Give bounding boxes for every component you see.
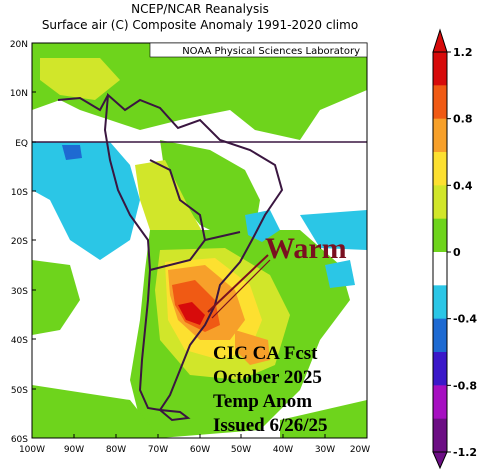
lat-label-20s: 20S — [11, 237, 28, 247]
lon-label-20w: 20W — [350, 445, 370, 455]
colorbar-tick-label: -0.4 — [453, 313, 477, 326]
lat-label-20n: 20N — [10, 40, 28, 50]
lat-label-10n: 10N — [10, 89, 28, 99]
colorbar-segment — [433, 152, 447, 186]
colorbar-tick-label: -0.8 — [453, 379, 477, 392]
colorbar-segment — [433, 118, 447, 153]
colorbar-segment — [433, 418, 447, 453]
lon-label-40w: 40W — [273, 445, 293, 455]
colorbar-tick-label: 0 — [453, 246, 461, 259]
tick-marks — [32, 91, 326, 438]
colorbar-segment — [433, 318, 447, 353]
chart-title: NCEP/NCAR Reanalysis — [131, 2, 269, 16]
lon-label-80w: 80W — [106, 445, 126, 455]
lon-label-50w: 50W — [231, 445, 251, 455]
colorbar-min-arrow — [432, 451, 448, 470]
lon-label-30w: 30W — [315, 445, 335, 455]
coastlines — [57, 92, 284, 422]
warm-pointer-arrow-1 — [207, 254, 269, 313]
lon-label-70w: 70W — [148, 445, 168, 455]
warm-label: Warm — [265, 232, 347, 265]
lon-label-90w: 90W — [64, 445, 84, 455]
lat-label-50s: 50S — [11, 386, 28, 396]
colorbar-segment — [433, 252, 447, 286]
lat-label-eq: EQ — [15, 139, 28, 149]
colorbar-segment — [433, 218, 447, 253]
colorbar-max-arrow — [432, 28, 448, 53]
colorbar-segment — [433, 85, 447, 120]
colorbar-segment — [433, 352, 447, 386]
colorbar-segment — [433, 185, 447, 220]
colorbar-tick-label: 0.8 — [453, 113, 473, 126]
colorbar-segment — [433, 385, 447, 420]
lon-label-100w: 100W — [19, 445, 45, 455]
lat-label-60s: 60S — [11, 435, 28, 445]
colorbar-tick-label: 1.2 — [453, 46, 473, 59]
chart-subtitle: Surface air (C) Composite Anomaly 1991-2… — [41, 18, 359, 32]
credit-box — [149, 42, 368, 58]
colorbar-tick-label: 0.4 — [453, 179, 473, 192]
forecast-line-3: Temp Anom — [213, 391, 312, 412]
lon-label-60w: 60W — [190, 445, 210, 455]
anomaly-shading — [32, 43, 367, 438]
forecast-line-1: CIC CA Fcst — [213, 343, 318, 364]
warm-pointer-arrow-2 — [211, 259, 271, 319]
lat-label-10s: 10S — [11, 188, 28, 198]
forecast-line-4: Issued 6/26/25 — [213, 415, 328, 436]
colorbar-tick-label: -1.2 — [453, 446, 477, 459]
colorbar-segment — [433, 285, 447, 320]
colorbar-segment — [433, 52, 447, 86]
credit-text: NOAA Physical Sciences Laboratory — [182, 46, 360, 57]
forecast-line-2: October 2025 — [213, 367, 322, 388]
colorbar: 1.2 0.8 0.4 0 -0.4 -0.8 -1.2 — [432, 28, 477, 470]
lat-label-40s: 40S — [11, 336, 28, 346]
lat-label-30s: 30S — [11, 287, 28, 297]
